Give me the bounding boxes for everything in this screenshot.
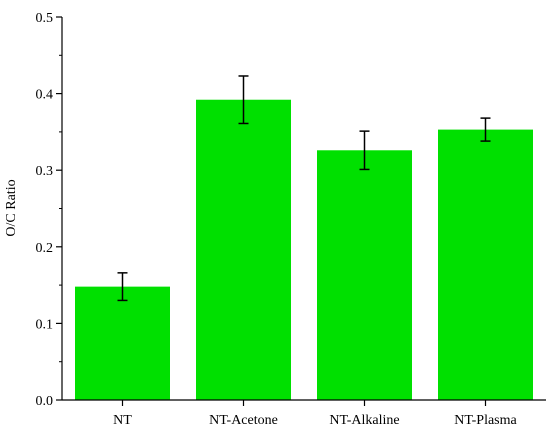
x-ticks: NT NT-Acetone NT-Alkaline NT-Plasma: [113, 400, 518, 428]
y-tick-label: 0.1: [36, 317, 54, 332]
bars: [75, 99, 533, 401]
y-tick-label: 0.5: [36, 11, 54, 26]
y-tick-label: 0.4: [36, 88, 54, 103]
bar: [196, 99, 291, 400]
y-axis-title: O/C Ratio: [4, 179, 19, 236]
y-tick-label: 0.3: [36, 164, 54, 179]
x-tick-label: NT-Acetone: [209, 413, 278, 428]
y-tick-label: 0.0: [36, 394, 54, 409]
error-bars: [117, 75, 491, 302]
bar: [317, 150, 412, 400]
y-ticks: 0.0 0.1 0.2 0.3 0.4 0.5: [36, 11, 62, 409]
y-tick-label: 0.2: [36, 241, 54, 256]
x-tick-label: NT-Plasma: [454, 413, 517, 428]
x-tick-label: NT: [113, 413, 132, 428]
x-tick-label: NT-Alkaline: [329, 413, 399, 428]
bar: [438, 129, 533, 401]
bar: [75, 286, 170, 400]
